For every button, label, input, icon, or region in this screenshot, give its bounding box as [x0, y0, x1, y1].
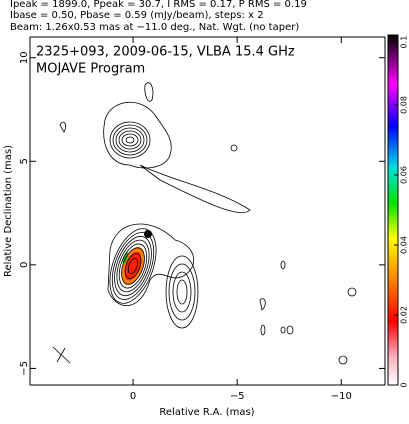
colorbar-tick-label: 0.04	[400, 236, 409, 254]
colorbar-tick-label: 0.08	[400, 96, 409, 114]
x-tick-label: −10	[331, 391, 352, 402]
header-line: Ibase = 0.50, Pbase = 0.59 (mJy/beam), s…	[10, 10, 264, 21]
header-line: Beam: 1.26x0.53 mas at −11.0 deg., Nat. …	[10, 22, 299, 33]
plot-frame	[29, 36, 386, 386]
y-tick-label: −5	[19, 361, 30, 376]
chart-subtitle: MOJAVE Program	[36, 62, 145, 77]
colorbar-tick-label: 0.02	[400, 306, 409, 324]
header-line: Ipeak = 1899.0, Ppeak = 30.7, I RMS = 0.…	[10, 0, 307, 10]
contours	[52, 82, 357, 365]
colorbar-tick-label: 0	[400, 382, 409, 387]
y-tick-label: 5	[19, 158, 30, 164]
colorbar-tick-label: 0.06	[400, 166, 409, 184]
colorbar-tick-label: 0.1	[400, 36, 409, 49]
y-axis-label: Relative Declination (mas)	[3, 145, 14, 277]
colorbar	[387, 34, 399, 386]
x-axis-label: Relative R.A. (mas)	[159, 407, 254, 418]
y-tick-label: 0	[19, 262, 30, 268]
x-tick-label: −5	[230, 391, 245, 402]
x-tick-label: 0	[130, 391, 136, 402]
chart-title: 2325+093, 2009-06-15, VLBA 15.4 GHz	[36, 45, 295, 60]
y-tick-label: 10	[19, 51, 30, 64]
